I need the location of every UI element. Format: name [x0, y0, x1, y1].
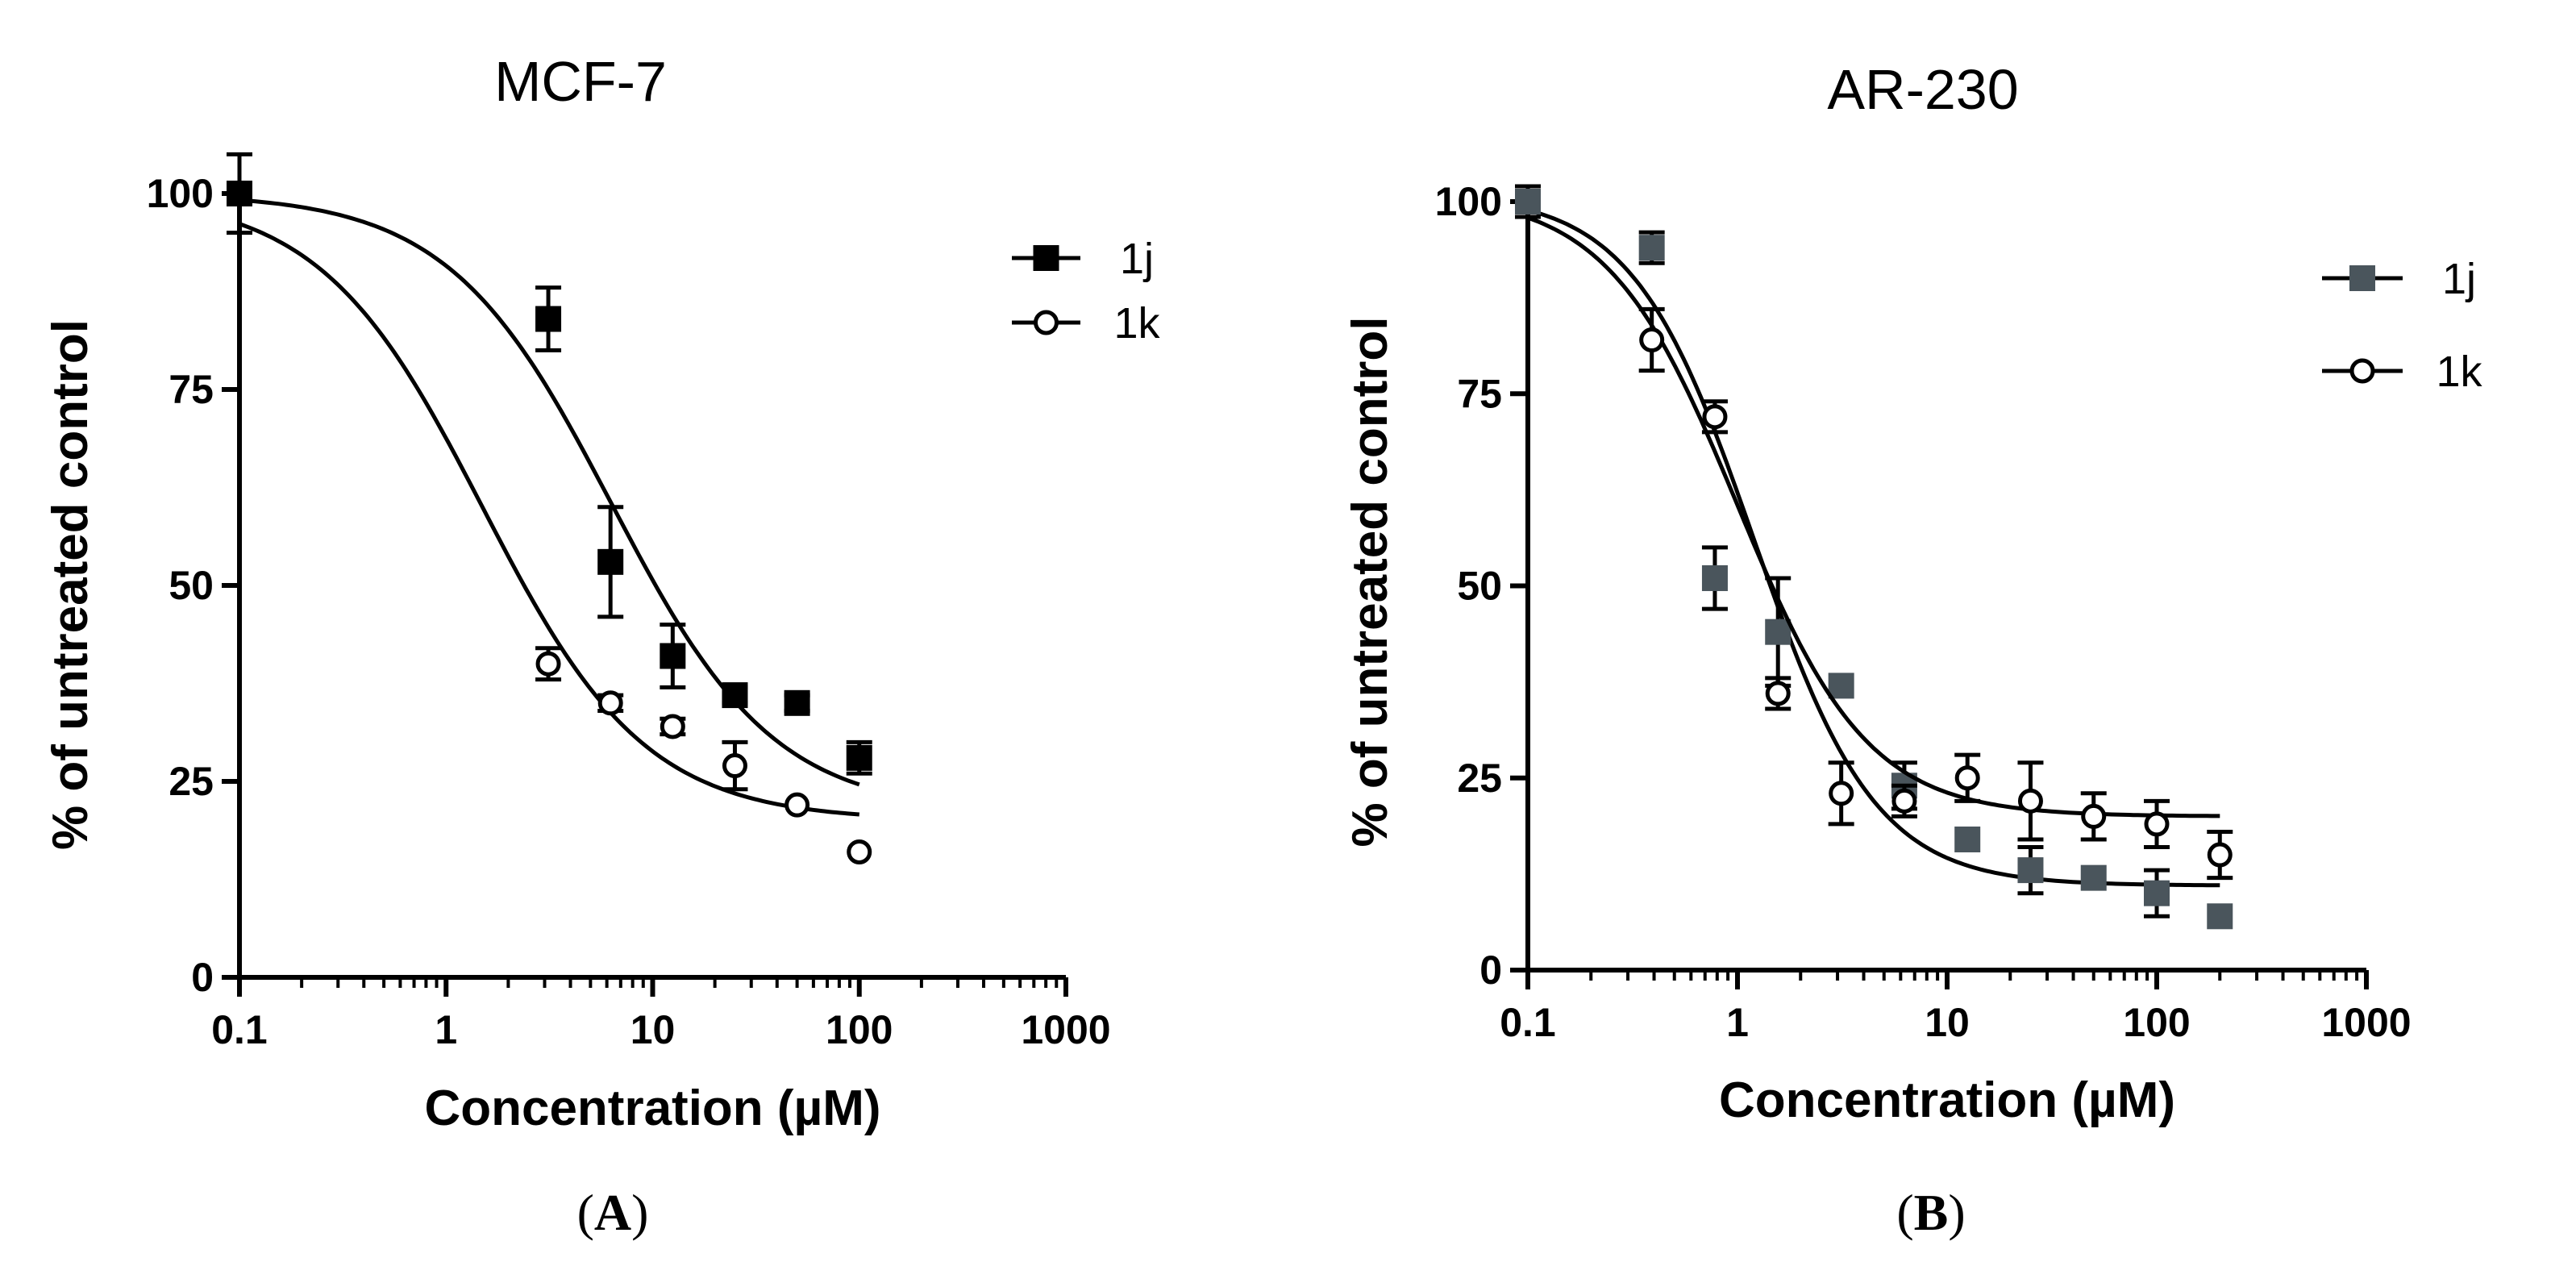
series-1k [1527, 215, 2233, 881]
series-1k [239, 222, 872, 864]
data-point [2080, 864, 2107, 891]
fit-curve [239, 198, 860, 787]
x-tick-label: 1000 [1021, 1007, 1110, 1052]
data-point [722, 682, 748, 709]
legend-label: 1j [2442, 255, 2476, 303]
legend-entry-1k: 1k [1012, 299, 1161, 348]
data-point [597, 548, 624, 575]
data-point [2144, 880, 2170, 906]
legend-marker [2349, 358, 2375, 384]
series-1j [227, 152, 872, 787]
legend-marker [1034, 310, 1059, 335]
y-tick-label: 50 [1457, 564, 1502, 609]
data-point [722, 753, 747, 779]
y-tick-label: 75 [1457, 371, 1502, 416]
x-tick-label: 1 [435, 1007, 457, 1052]
panel-label-paren: ( [1896, 1184, 1913, 1241]
fit-curve [1527, 208, 2220, 888]
data-point [597, 690, 623, 716]
data-point [1701, 564, 1728, 591]
panel-b: AR-230 0 25 50 75 100 0.1 1 10 100 1000 Concentrat… [1342, 58, 2483, 1241]
legend-label: 1j [1120, 235, 1154, 283]
data-point [847, 839, 872, 864]
data-point [535, 306, 562, 332]
legend-entry-1k: 1k [2322, 348, 2483, 396]
legend-entry-1j: 1j [2322, 255, 2476, 303]
fit-curve [1527, 215, 2220, 818]
data-point [1515, 189, 1541, 214]
data-point [1891, 788, 1917, 814]
data-point [1954, 826, 1981, 852]
data-point [1702, 404, 1728, 430]
x-axis-label: Concentration (µM) [424, 1081, 880, 1136]
x-tick-label: 10 [630, 1007, 676, 1052]
data-point [2207, 903, 2233, 930]
data-point [1638, 235, 1665, 261]
y-tick-label: 100 [1435, 179, 1502, 224]
panel-label-letter: B [1914, 1184, 1949, 1241]
x-tick-label: 0.1 [1500, 1000, 1556, 1045]
data-point [1829, 781, 1854, 806]
data-point [1954, 765, 1980, 791]
panel-label-letter: A [594, 1184, 631, 1241]
legend-label: 1k [2436, 348, 2482, 396]
legend-marker [2349, 265, 2375, 291]
data-point [2081, 803, 2107, 829]
x-tick-label: 100 [826, 1007, 893, 1052]
y-axis-label: % of untreated control [43, 319, 98, 850]
chart-title: MCF-7 [494, 50, 667, 113]
series-1j [1515, 184, 2233, 930]
data-point [660, 643, 686, 669]
x-tick-label: 10 [1925, 1000, 1970, 1045]
data-point [846, 744, 872, 771]
panel-label: (B) [1896, 1184, 1965, 1241]
legend-marker [1033, 245, 1059, 271]
y-axis-label: % of untreated control [1342, 317, 1398, 848]
fit-curve [239, 222, 860, 817]
y-tick-label: 0 [191, 955, 214, 1000]
data-point [227, 181, 252, 206]
x-tick-label: 0.1 [211, 1007, 268, 1052]
data-point [1639, 327, 1665, 353]
y-tick-label: 75 [169, 367, 214, 412]
x-tick-label: 1 [1726, 1000, 1749, 1045]
data-point [1765, 619, 1792, 645]
data-point [784, 792, 810, 818]
legend-label: 1k [1113, 299, 1160, 348]
data-point [1765, 681, 1791, 706]
panel-label-paren: ( [577, 1184, 594, 1241]
data-point [2207, 842, 2233, 868]
y-tick-label: 100 [147, 171, 214, 216]
data-point [2144, 811, 2170, 837]
data-point [660, 714, 685, 739]
x-tick-label: 100 [2123, 1000, 2190, 1045]
x-axis-label: Concentration (µM) [1719, 1072, 2175, 1128]
y-tick-label: 50 [169, 563, 214, 608]
data-point [1828, 673, 1854, 699]
data-point [2017, 857, 2044, 884]
y-tick-label: 25 [1457, 756, 1502, 801]
data-point [535, 651, 561, 677]
data-point [784, 689, 810, 716]
chart-title: AR-230 [1827, 58, 2018, 121]
panel-label-paren: ) [1948, 1184, 1965, 1241]
legend-entry-1j: 1j [1012, 235, 1154, 283]
y-tick-label: 25 [169, 759, 214, 804]
x-tick-label: 1000 [2321, 1000, 2411, 1045]
panel-a: MCF-7 0 25 50 75 100 0.1 1 10 100 1000 Concentrati… [43, 50, 1161, 1241]
panel-label: (A) [577, 1184, 649, 1241]
panel-label-paren: ) [631, 1184, 648, 1241]
y-tick-label: 0 [1479, 948, 1502, 993]
data-point [2017, 788, 2043, 814]
